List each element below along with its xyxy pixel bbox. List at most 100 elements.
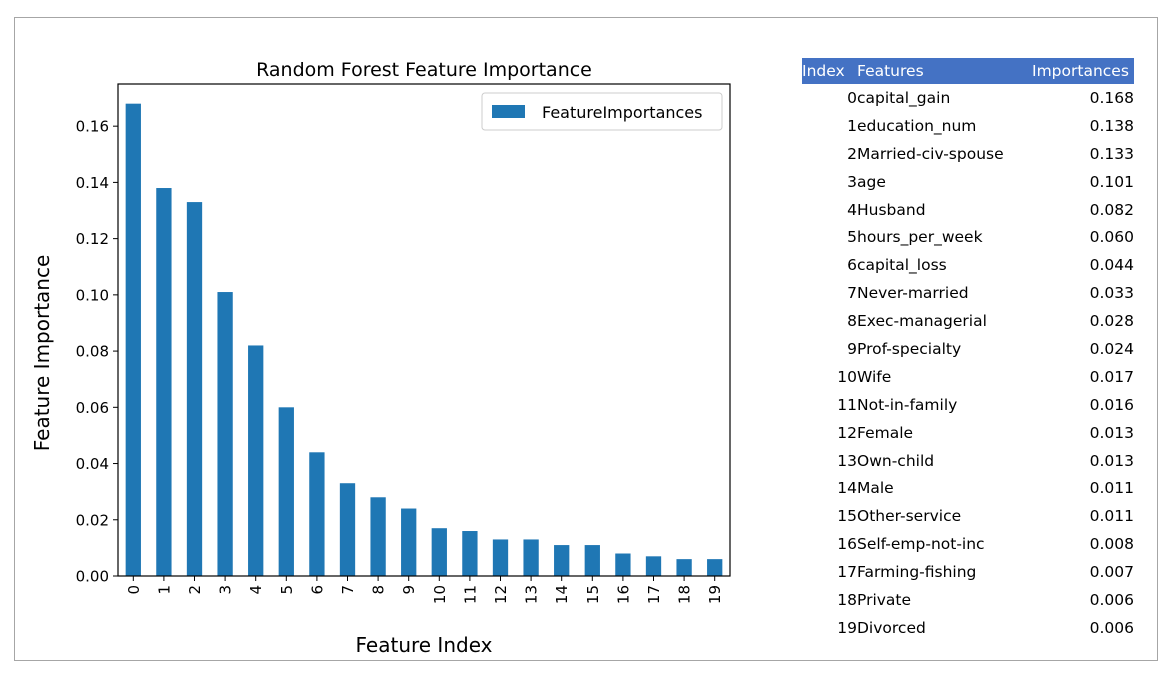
x-tick-label-7: 7: [339, 585, 357, 595]
chart-title: Random Forest Feature Importance: [256, 59, 592, 81]
cell-feature: Exec-managerial: [857, 312, 987, 331]
cell-importance: 0.028: [1089, 312, 1134, 331]
cell-feature: education_num: [857, 116, 977, 135]
cell-importance: 0.006: [1089, 590, 1134, 609]
table-row: 14 Male 0.011: [802, 474, 1134, 502]
cell-index: 1: [847, 116, 857, 135]
plot-area-frame: [117, 83, 731, 577]
x-tick-label-16: 16: [614, 585, 632, 604]
x-tick-label-15: 15: [584, 585, 602, 604]
cell-importance: 0.168: [1089, 88, 1134, 107]
table-row: 7 Never-married 0.033: [802, 279, 1134, 307]
table-row: 4 Husband 0.082: [802, 196, 1134, 224]
bar-10: [431, 528, 447, 576]
cell-importance: 0.011: [1089, 479, 1134, 498]
cell-index: 13: [837, 451, 857, 470]
table-row: 19 Divorced 0.006: [802, 614, 1134, 642]
bar-1: [156, 188, 172, 576]
table-row: 6 capital_loss 0.044: [802, 251, 1134, 279]
importance-table-container: Index Features Importances 0 capital_gain…: [802, 58, 1134, 642]
cell-index: 14: [837, 479, 857, 498]
x-tick-label-19: 19: [706, 585, 724, 604]
bar-11: [462, 531, 478, 576]
bar-4: [248, 345, 264, 576]
cell-importance: 0.013: [1089, 423, 1134, 442]
x-tick-label-18: 18: [676, 585, 694, 604]
cell-feature: Female: [857, 423, 914, 442]
x-tick-label-4: 4: [247, 585, 265, 595]
cell-importance: 0.060: [1089, 228, 1134, 247]
table-row: 5 hours_per_week 0.060: [802, 223, 1134, 251]
y-tick-label-0.02: 0.02: [76, 511, 109, 529]
x-tick-label-17: 17: [645, 585, 663, 604]
table-row: 3 age 0.101: [802, 168, 1134, 196]
y-tick-label-0.16: 0.16: [76, 118, 109, 136]
y-tick-label-0.06: 0.06: [76, 399, 109, 417]
y-tick-label-0.04: 0.04: [76, 455, 109, 473]
cell-feature: Not-in-family: [857, 395, 958, 414]
cell-feature: Self-emp-not-inc: [857, 535, 985, 554]
cell-importance: 0.044: [1089, 256, 1134, 275]
cell-feature: age: [857, 172, 886, 191]
importance-table: Index Features Importances 0 capital_gain…: [802, 58, 1134, 642]
bar-2: [186, 202, 203, 576]
table-row: 10 Wife 0.017: [802, 363, 1134, 391]
table-header-row: Index Features Importances: [802, 58, 1134, 84]
cell-index: 19: [837, 618, 857, 637]
bar-17: [645, 556, 662, 576]
cell-importance: 0.033: [1089, 284, 1134, 303]
table-row: 16 Self-emp-not-inc 0.008: [802, 530, 1134, 558]
table-row: 8 Exec-managerial 0.028: [802, 307, 1134, 335]
y-tick-label-0.12: 0.12: [76, 230, 109, 248]
x-tick-label-13: 13: [523, 585, 541, 604]
cell-importance: 0.006: [1089, 618, 1134, 637]
x-tick-label-2: 2: [186, 585, 204, 595]
cell-importance: 0.138: [1089, 116, 1134, 135]
bar-16: [615, 553, 631, 576]
cell-importance: 0.013: [1089, 451, 1134, 470]
legend: FeatureImportances: [481, 92, 723, 131]
bar-9: [401, 508, 417, 576]
bar-19: [707, 559, 723, 576]
cell-index: 17: [837, 563, 857, 582]
cell-feature: Prof-specialty: [857, 339, 962, 358]
table-row: 2 Married-civ-spouse 0.133: [802, 140, 1134, 168]
cell-index: 8: [847, 312, 857, 331]
bar-14: [554, 545, 570, 576]
cell-feature: Male: [857, 479, 894, 498]
y-ticks-group: 0.00 0.02 0.04 0.06 0.08 0.10 0.12 0.14 0.16: [76, 118, 118, 586]
y-axis-label: Feature Importance: [30, 255, 54, 452]
table-row: 11 Not-in-family 0.016: [802, 391, 1134, 419]
cell-importance: 0.016: [1089, 395, 1134, 414]
bar-13: [523, 539, 539, 576]
table-row: 9 Prof-specialty 0.024: [802, 335, 1134, 363]
cell-index: 18: [837, 590, 857, 609]
bars-group: [125, 103, 723, 577]
table-row: 0 capital_gain 0.168: [802, 84, 1134, 112]
cell-index: 11: [837, 395, 857, 414]
cell-importance: 0.133: [1089, 144, 1134, 163]
bar-12: [492, 539, 509, 576]
x-tick-label-10: 10: [431, 585, 449, 604]
cell-feature: Divorced: [857, 618, 926, 637]
cell-feature: capital_gain: [857, 88, 951, 107]
cell-index: 0: [847, 88, 857, 107]
x-tick-label-11: 11: [461, 585, 479, 604]
y-tick-label-0.10: 0.10: [76, 286, 109, 304]
x-axis-label: Feature Index: [356, 633, 493, 657]
cell-index: 5: [847, 228, 857, 247]
cell-index: 12: [837, 423, 857, 442]
table-row: 13 Own-child 0.013: [802, 447, 1134, 475]
y-tick-label-0.08: 0.08: [76, 343, 109, 361]
table-row: 1 education_num 0.138: [802, 112, 1134, 140]
bar-0: [125, 103, 141, 577]
cell-index: 16: [837, 535, 857, 554]
x-tick-label-12: 12: [492, 585, 510, 604]
x-tick-label-6: 6: [308, 585, 326, 595]
bar-7: [339, 483, 356, 576]
table-row: 12 Female 0.013: [802, 419, 1134, 447]
cell-feature: Married-civ-spouse: [857, 144, 1004, 163]
table-row: 18 Private 0.006: [802, 586, 1134, 614]
table-row: 15 Other-service 0.011: [802, 502, 1134, 530]
